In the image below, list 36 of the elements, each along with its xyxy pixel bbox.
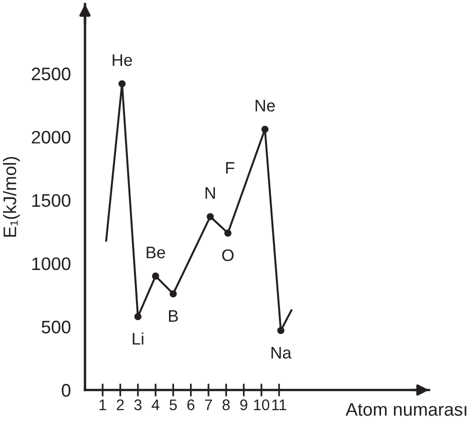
annotation: F (226, 162, 234, 174)
y-tick-label: 500 (42, 320, 70, 334)
point (152, 272, 160, 280)
point (206, 213, 214, 220)
x-tick-label: 7 (205, 400, 212, 410)
point (277, 326, 284, 334)
x-tick-label: 1 (100, 400, 106, 410)
y-tick-label: 2500 (32, 68, 70, 80)
x-tick-label: 5 (170, 400, 177, 410)
annotation: Be (146, 246, 166, 258)
x-tick-label: 6 (187, 399, 194, 410)
annotation: Na (272, 346, 292, 359)
point (134, 313, 142, 320)
y-tick-label: 1000 (32, 257, 70, 270)
point (261, 126, 268, 133)
x-tick-label: 8 (222, 399, 230, 410)
y-tick-label: 0 (62, 384, 70, 397)
x-axis-title: Atom numarası (346, 403, 466, 416)
point (118, 80, 126, 88)
y-tick-label: 1500 (32, 194, 70, 207)
annotation: Ne (256, 100, 275, 112)
y-axis-title: E₁(kJ/mol) (3, 156, 20, 237)
x-tick-label: 10 (254, 399, 270, 410)
annotation: O (222, 249, 234, 262)
annotation: N (206, 187, 215, 199)
x-tick-label: 9 (240, 399, 248, 410)
point (224, 230, 232, 237)
x-tick-label: 2 (116, 399, 124, 410)
annotation: B (169, 310, 178, 322)
x-tick-label: 11 (272, 400, 286, 410)
annotation: Li (132, 332, 144, 345)
point (170, 290, 177, 298)
y-tick-label: 2000 (32, 130, 70, 144)
x-tick-label: 3 (134, 399, 142, 410)
annotation: He (112, 54, 132, 66)
x-tick-label: 4 (152, 400, 160, 410)
